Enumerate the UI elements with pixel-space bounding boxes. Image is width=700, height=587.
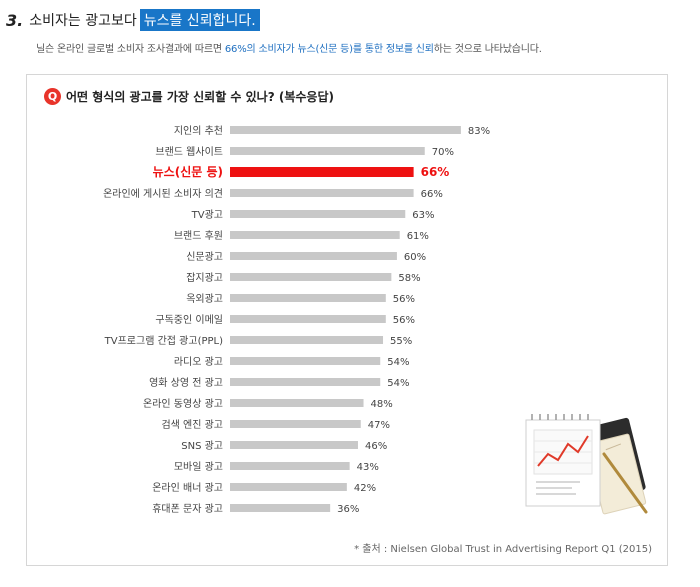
value-label: 61% <box>407 231 429 242</box>
value-label: 70% <box>432 147 454 158</box>
bar <box>230 357 381 365</box>
value-label: 46% <box>365 441 387 452</box>
question-badge-icon: Q <box>44 88 61 105</box>
value-label: 36% <box>337 504 359 515</box>
value-label: 55% <box>390 336 412 347</box>
bar <box>230 294 386 302</box>
bar <box>230 315 386 323</box>
category-label: 모바일 광고 <box>174 461 223 473</box>
value-label: 63% <box>412 210 434 221</box>
subtitle-before: 닐슨 온라인 글로벌 소비자 조사결과에 따르면 <box>36 44 222 55</box>
bar <box>230 399 364 407</box>
bar <box>230 336 384 344</box>
bar <box>230 252 397 260</box>
category-label: 지인의 추천 <box>174 125 223 137</box>
value-label: 56% <box>393 315 415 326</box>
bar <box>230 273 392 281</box>
value-label: 48% <box>371 399 393 410</box>
bar <box>230 420 361 428</box>
section-number: 3. <box>6 10 24 30</box>
subtitle-highlight: 66%의 소비자가 뉴스(신문 등)를 통한 정보를 신뢰 <box>224 44 434 55</box>
section-heading: 3. 소비자는 광고보다 뉴스를 신뢰합니다. <box>6 6 260 34</box>
category-label: 영화 상영 전 광고 <box>149 377 223 389</box>
category-label: 옥외광고 <box>186 293 223 305</box>
value-label: 66% <box>421 189 443 200</box>
value-label: 60% <box>404 252 426 263</box>
category-label: 검색 엔진 광고 <box>161 419 223 431</box>
report-notebook-icon <box>525 414 648 515</box>
value-label: 42% <box>354 483 376 494</box>
category-label: 뉴스(신문 등) <box>153 164 223 179</box>
category-label: 구독중인 이메일 <box>155 314 223 326</box>
subtitle-after: 하는 것으로 나타났습니다. <box>433 44 542 55</box>
bar <box>230 210 406 218</box>
heading-text: 소비자는 광고보다 <box>29 13 137 29</box>
category-label: 온라인에 게시된 소비자 의견 <box>103 188 223 200</box>
category-label: 잡지광고 <box>186 272 223 284</box>
value-label: 54% <box>387 378 409 389</box>
category-label: 온라인 동영상 광고 <box>143 398 223 410</box>
category-label: 휴대폰 문자 광고 <box>152 503 223 515</box>
bar <box>230 231 400 239</box>
value-label: 58% <box>398 273 420 284</box>
bar <box>230 441 358 449</box>
bar <box>230 167 414 177</box>
category-label: 브랜드 후원 <box>174 230 223 242</box>
category-label: TV프로그램 간접 광고(PPL) <box>104 335 223 347</box>
bar <box>230 147 425 155</box>
value-label: 43% <box>357 462 379 473</box>
question-text: 어떤 형식의 광고를 가장 신뢰할 수 있나? (복수응답) <box>66 90 334 104</box>
category-label: 브랜드 웹사이트 <box>155 146 223 158</box>
heading-highlight: 뉴스를 신뢰합니다. <box>139 9 260 31</box>
bar <box>230 504 331 512</box>
subtitle: 닐슨 온라인 글로벌 소비자 조사결과에 따르면 66%의 소비자가 뉴스(신문… <box>36 40 542 55</box>
bar <box>230 126 461 134</box>
value-label: 47% <box>368 420 390 431</box>
bar <box>230 462 350 470</box>
value-label: 54% <box>387 357 409 368</box>
value-label: 83% <box>468 126 490 137</box>
value-label: 56% <box>393 294 415 305</box>
category-label: 라디오 광고 <box>174 356 223 368</box>
bar <box>230 378 381 386</box>
source-footnote: * 출처 : Nielsen Global Trust in Advertisi… <box>354 544 652 555</box>
bar <box>230 189 414 197</box>
bar <box>230 483 347 491</box>
category-label: TV광고 <box>191 209 223 221</box>
question-title: Q 어떤 형식의 광고를 가장 신뢰할 수 있나? (복수응답) <box>44 88 334 105</box>
category-label: 신문광고 <box>186 251 223 263</box>
category-label: 온라인 배너 광고 <box>152 482 223 494</box>
category-label: SNS 광고 <box>181 440 223 452</box>
value-label: 66% <box>421 165 450 179</box>
